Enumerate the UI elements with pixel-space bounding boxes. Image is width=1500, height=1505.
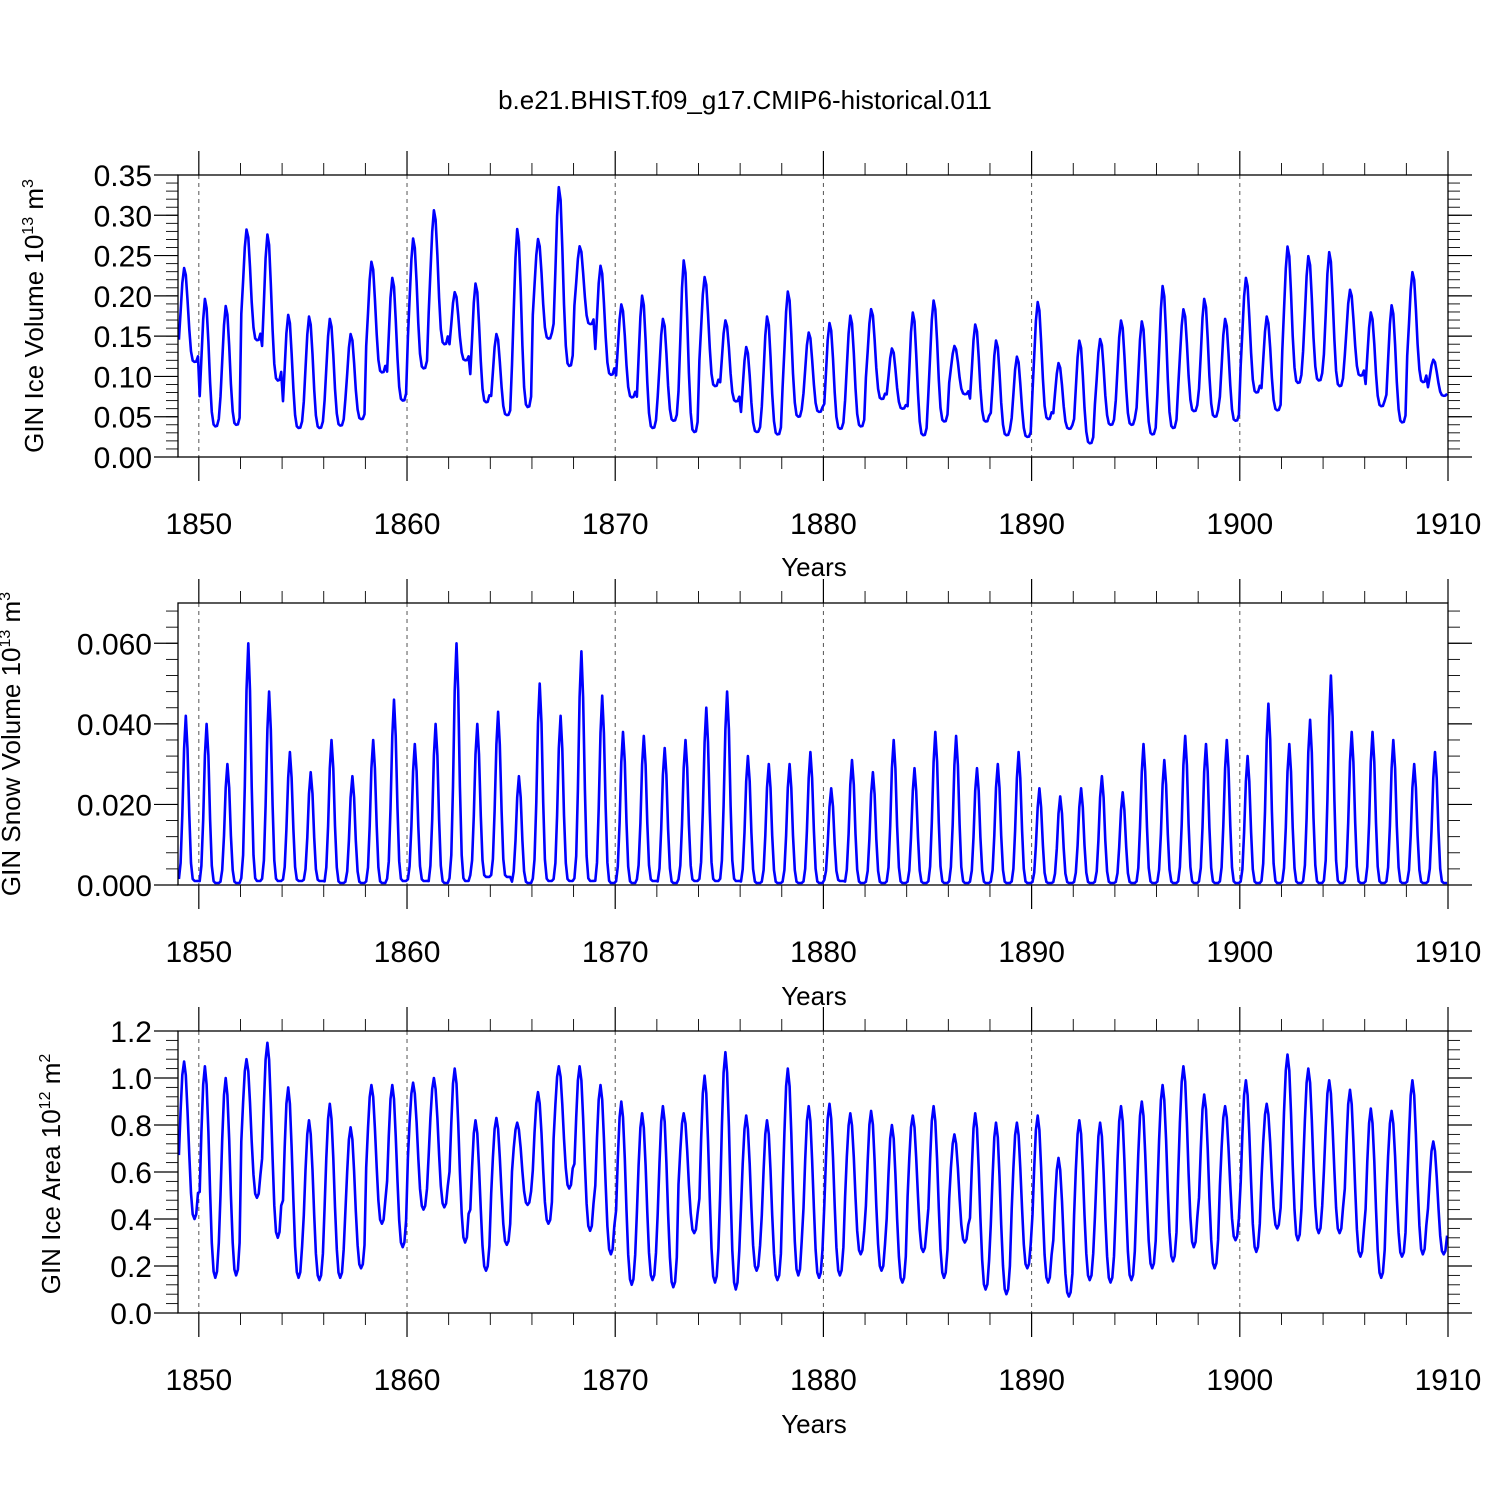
snow-volume-y-tick-label: 0.040: [77, 709, 152, 742]
ice-area-y-tick-label: 1.2: [110, 1016, 152, 1049]
snow-volume-x-tick-label: 1860: [374, 936, 441, 969]
snow-volume-y-axis-label: GIN Snow Volume 1013 m3: [0, 592, 26, 896]
snow-volume-panel: GIN Snow Volume 1013 m3 Years 0.000 0.020…: [0, 579, 1481, 1011]
snow-volume-y-tick-label: 0.000: [77, 870, 152, 903]
ice-area-y-tick-label: 0.8: [110, 1110, 152, 1143]
snow-volume-plot-frame: [177, 602, 1449, 886]
ice-volume-y-tick-label: 0.15: [94, 321, 152, 354]
ice-area-y-tick-label: 0.6: [110, 1157, 152, 1190]
ice-area-y-tick-label: 0.0: [110, 1298, 152, 1331]
ice-volume-y-tick-label: 0.00: [94, 442, 152, 475]
ice-area-series-line: [177, 1041, 1449, 1298]
ice-volume-x-tick-label: 1880: [790, 508, 857, 541]
figure-title: b.e21.BHIST.f09_g17.CMIP6-historical.011: [498, 85, 992, 115]
ice-volume-y-tick-label: 0.35: [94, 160, 152, 193]
ice-volume-x-tick-label: 1890: [998, 508, 1065, 541]
ice-volume-y-axis-label: GIN Ice Volume 1013 m3: [19, 179, 49, 453]
ice-volume-y-tick-label: 0.30: [94, 200, 152, 233]
ice-volume-x-axis-label: Years: [781, 552, 847, 582]
ice-area-x-tick-label: 1880: [790, 1364, 857, 1397]
ice-area-x-tick-label: 1890: [998, 1364, 1065, 1397]
ice-area-x-tick-label: 1910: [1415, 1364, 1482, 1397]
ice-area-y-tick-label: 0.4: [110, 1204, 152, 1237]
ice-volume-x-tick-label: 1850: [165, 508, 232, 541]
ice-volume-y-tick-label: 0.25: [94, 241, 152, 274]
ice-volume-series-line: [177, 185, 1449, 445]
ice-volume-y-tick-label: 0.10: [94, 361, 152, 394]
ice-volume-panel: GIN Ice Volume 1013 m3 Years 0.00 0.05 0.1…: [19, 151, 1481, 582]
snow-volume-x-tick-label: 1910: [1415, 936, 1482, 969]
ice-area-y-axis-label: GIN Ice Area 1012 m2: [36, 1054, 66, 1295]
ice-area-y-tick-label: 0.2: [110, 1251, 152, 1284]
ice-volume-x-tick-label: 1870: [582, 508, 649, 541]
ice-area-x-tick-label: 1860: [374, 1364, 441, 1397]
snow-volume-x-tick-label: 1870: [582, 936, 649, 969]
ice-volume-y-tick-label: 0.20: [94, 281, 152, 314]
ice-volume-y-tick-label: 0.05: [94, 402, 152, 435]
snow-volume-x-axis-label: Years: [781, 981, 847, 1011]
ice-volume-x-tick-label: 1860: [374, 508, 441, 541]
snow-volume-y-tick-label: 0.060: [77, 628, 152, 661]
ice-area-x-tick-label: 1870: [582, 1364, 649, 1397]
snow-volume-x-tick-label: 1880: [790, 936, 857, 969]
snow-volume-x-tick-label: 1900: [1206, 936, 1273, 969]
snow-volume-y-tick-label: 0.020: [77, 789, 152, 822]
ice-volume-x-tick-label: 1910: [1415, 508, 1482, 541]
ice-area-x-axis-label: Years: [781, 1409, 847, 1439]
snow-volume-x-tick-label: 1850: [165, 936, 232, 969]
ice-area-x-tick-label: 1900: [1206, 1364, 1273, 1397]
snow-volume-x-tick-label: 1890: [998, 936, 1065, 969]
ice-area-x-tick-label: 1850: [165, 1364, 232, 1397]
ice-area-panel: GIN Ice Area 1012 m2 Years 0.0 0.2 0.4 0.6 0…: [36, 1007, 1481, 1439]
snow-volume-series-line: [177, 642, 1448, 885]
ice-area-y-tick-label: 1.0: [110, 1063, 152, 1096]
ice-volume-plot-frame: [177, 174, 1449, 458]
ice-volume-x-tick-label: 1900: [1206, 508, 1273, 541]
